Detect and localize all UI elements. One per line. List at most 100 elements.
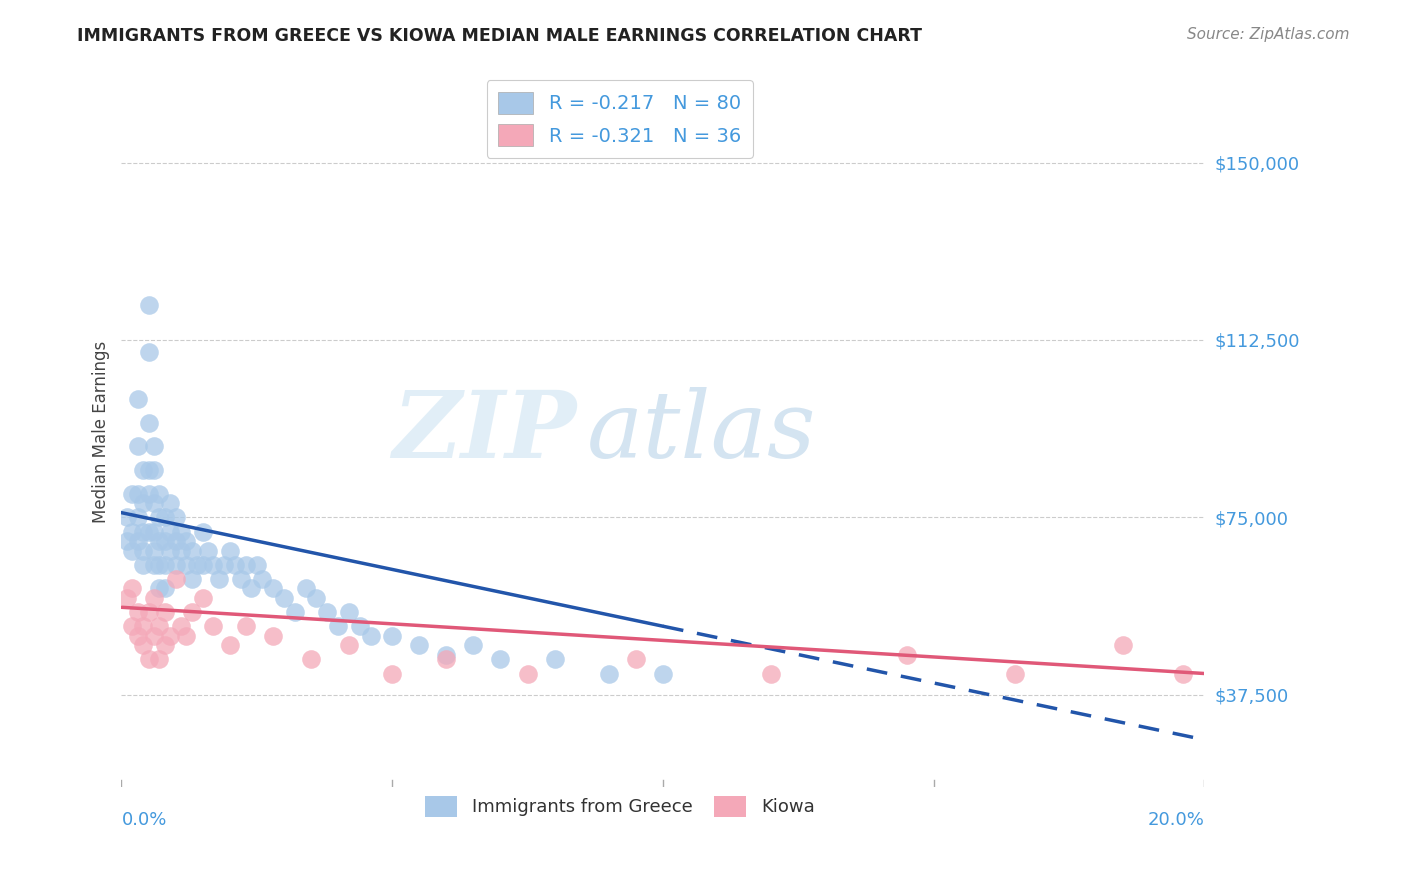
Point bbox=[159, 543, 181, 558]
Point bbox=[142, 543, 165, 558]
Point bbox=[1171, 666, 1194, 681]
Point bbox=[651, 666, 673, 681]
Point bbox=[316, 605, 339, 619]
Point bbox=[624, 652, 647, 666]
Point bbox=[235, 619, 257, 633]
Point bbox=[138, 524, 160, 539]
Point bbox=[176, 534, 198, 549]
Point bbox=[191, 524, 214, 539]
Point bbox=[434, 648, 457, 662]
Point bbox=[170, 524, 193, 539]
Text: 0.0%: 0.0% bbox=[121, 811, 167, 829]
Point bbox=[294, 582, 316, 596]
Point bbox=[148, 652, 170, 666]
Point bbox=[208, 572, 231, 586]
Point bbox=[305, 591, 328, 605]
Point bbox=[142, 629, 165, 643]
Text: IMMIGRANTS FROM GREECE VS KIOWA MEDIAN MALE EARNINGS CORRELATION CHART: IMMIGRANTS FROM GREECE VS KIOWA MEDIAN M… bbox=[77, 27, 922, 45]
Point bbox=[153, 534, 176, 549]
Point bbox=[180, 572, 202, 586]
Point bbox=[121, 543, 143, 558]
Point bbox=[463, 638, 485, 652]
Point bbox=[159, 524, 181, 539]
Point bbox=[138, 463, 160, 477]
Point bbox=[191, 558, 214, 572]
Text: 20.0%: 20.0% bbox=[1147, 811, 1205, 829]
Point bbox=[142, 591, 165, 605]
Point bbox=[142, 463, 165, 477]
Point bbox=[197, 543, 219, 558]
Point bbox=[132, 619, 155, 633]
Point bbox=[148, 558, 170, 572]
Point bbox=[218, 543, 240, 558]
Point bbox=[299, 652, 322, 666]
Point bbox=[148, 487, 170, 501]
Point bbox=[153, 638, 176, 652]
Point bbox=[142, 439, 165, 453]
Y-axis label: Median Male Earnings: Median Male Earnings bbox=[93, 341, 110, 524]
Point bbox=[115, 534, 138, 549]
Point bbox=[224, 558, 246, 572]
Point bbox=[349, 619, 371, 633]
Point bbox=[176, 629, 198, 643]
Point bbox=[132, 543, 155, 558]
Point bbox=[240, 582, 263, 596]
Point bbox=[148, 619, 170, 633]
Point bbox=[148, 510, 170, 524]
Point bbox=[127, 392, 149, 406]
Point bbox=[159, 496, 181, 510]
Point bbox=[489, 652, 512, 666]
Point bbox=[262, 629, 284, 643]
Text: Source: ZipAtlas.com: Source: ZipAtlas.com bbox=[1187, 27, 1350, 42]
Point bbox=[127, 534, 149, 549]
Point bbox=[121, 582, 143, 596]
Point bbox=[180, 605, 202, 619]
Point bbox=[170, 543, 193, 558]
Point bbox=[408, 638, 430, 652]
Point bbox=[165, 510, 187, 524]
Point bbox=[138, 487, 160, 501]
Point bbox=[138, 605, 160, 619]
Point bbox=[127, 487, 149, 501]
Point bbox=[127, 439, 149, 453]
Point bbox=[337, 605, 360, 619]
Point bbox=[337, 638, 360, 652]
Text: ZIP: ZIP bbox=[392, 387, 576, 477]
Point bbox=[148, 582, 170, 596]
Point bbox=[202, 619, 225, 633]
Point bbox=[153, 605, 176, 619]
Text: atlas: atlas bbox=[588, 387, 817, 477]
Point bbox=[132, 463, 155, 477]
Point bbox=[153, 558, 176, 572]
Point bbox=[543, 652, 565, 666]
Point bbox=[165, 572, 187, 586]
Point bbox=[115, 510, 138, 524]
Point bbox=[246, 558, 269, 572]
Point bbox=[170, 619, 193, 633]
Point bbox=[229, 572, 252, 586]
Point bbox=[121, 487, 143, 501]
Legend: Immigrants from Greece, Kiowa: Immigrants from Greece, Kiowa bbox=[418, 789, 823, 824]
Point bbox=[214, 558, 236, 572]
Point bbox=[284, 605, 307, 619]
Point bbox=[132, 558, 155, 572]
Point bbox=[235, 558, 257, 572]
Point bbox=[132, 496, 155, 510]
Point bbox=[1004, 666, 1026, 681]
Point bbox=[127, 605, 149, 619]
Point bbox=[142, 524, 165, 539]
Point bbox=[138, 416, 160, 430]
Point bbox=[326, 619, 349, 633]
Point bbox=[434, 652, 457, 666]
Point bbox=[121, 619, 143, 633]
Point bbox=[132, 524, 155, 539]
Point bbox=[142, 558, 165, 572]
Point bbox=[1112, 638, 1135, 652]
Point bbox=[598, 666, 620, 681]
Point bbox=[148, 534, 170, 549]
Point bbox=[153, 510, 176, 524]
Point bbox=[138, 297, 160, 311]
Point bbox=[127, 629, 149, 643]
Point bbox=[360, 629, 382, 643]
Point bbox=[186, 558, 208, 572]
